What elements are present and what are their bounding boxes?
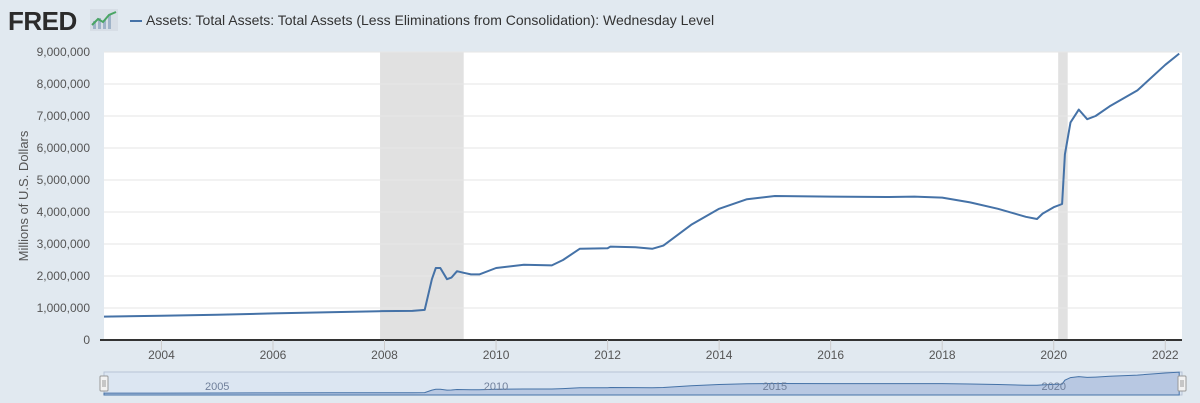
- chart-header: FRED Assets: Total Assets: Total Assets …: [0, 0, 1200, 42]
- navigator-left-handle[interactable]: [99, 375, 109, 392]
- navigator-label: 2020: [1041, 381, 1065, 393]
- y-tick-label: 9,000,000: [37, 45, 91, 59]
- y-tick-label: 5,000,000: [37, 173, 91, 187]
- navigator-right-handle[interactable]: [1177, 375, 1187, 392]
- x-tick-label: 2014: [706, 348, 733, 362]
- y-tick-label: 1,000,000: [37, 301, 91, 315]
- y-tick-label: 0: [83, 333, 90, 347]
- y-tick-label: 2,000,000: [37, 269, 91, 283]
- navigator-series: [103, 371, 1180, 396]
- x-tick-label: 2016: [817, 348, 844, 362]
- legend-series-label: Assets: Total Assets: Total Assets (Less…: [146, 12, 715, 28]
- chart-line-icon: [90, 9, 118, 31]
- x-tick-label: 2004: [148, 348, 175, 362]
- y-axis-title: Millions of U.S. Dollars: [16, 130, 31, 261]
- x-tick-label: 2006: [260, 348, 287, 362]
- series-line[interactable]: [103, 52, 1180, 318]
- x-tick-label: 2010: [483, 348, 510, 362]
- fred-logo[interactable]: FRED: [8, 6, 77, 36]
- plot-area: [104, 52, 1182, 340]
- recession-band: [380, 52, 464, 340]
- navigator-label: 2005: [205, 381, 229, 393]
- x-tick-label: 2018: [929, 348, 956, 362]
- y-tick-label: 4,000,000: [37, 205, 91, 219]
- x-tick-label: 2008: [371, 348, 398, 362]
- y-tick-label: 8,000,000: [37, 77, 91, 91]
- x-tick-label: 2022: [1152, 348, 1179, 362]
- y-tick-label: 6,000,000: [37, 141, 91, 155]
- y-tick-label: 7,000,000: [37, 109, 91, 123]
- navigator-label: 2015: [763, 381, 787, 393]
- x-tick-label: 2020: [1040, 348, 1067, 362]
- legend-swatch: [130, 20, 142, 22]
- x-tick-label: 2012: [594, 348, 621, 362]
- navigator-label: 2010: [484, 381, 508, 393]
- y-tick-label: 3,000,000: [37, 237, 91, 251]
